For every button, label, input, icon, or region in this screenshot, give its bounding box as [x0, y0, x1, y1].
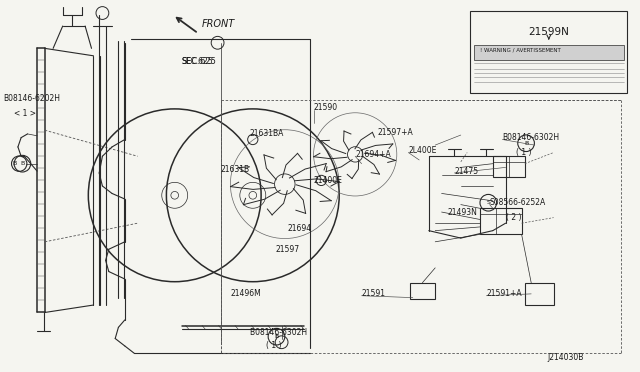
Bar: [410, 283, 435, 299]
Text: B: B: [20, 161, 24, 166]
Text: 21599N: 21599N: [529, 27, 569, 36]
Text: 21591: 21591: [362, 289, 385, 298]
Text: S08566-6252A: S08566-6252A: [490, 198, 546, 207]
Text: 21694+A: 21694+A: [355, 150, 391, 159]
Text: 21590: 21590: [314, 103, 338, 112]
Text: < 1 >: < 1 >: [14, 109, 36, 118]
Text: ( 1 ): ( 1 ): [266, 341, 286, 350]
Text: ! WARNING / AVERTISSEMENT: ! WARNING / AVERTISSEMENT: [480, 48, 561, 53]
Text: B08146-6302H: B08146-6302H: [502, 133, 559, 142]
Text: S: S: [486, 200, 490, 205]
Text: J214030B: J214030B: [547, 353, 584, 362]
Text: FRONT: FRONT: [202, 19, 235, 29]
Bar: [470, 11, 627, 93]
Text: 21493N: 21493N: [448, 208, 478, 217]
Text: B: B: [524, 141, 528, 146]
Text: B: B: [275, 334, 278, 339]
Bar: [480, 208, 522, 234]
Bar: [493, 156, 525, 177]
Text: SEC.625: SEC.625: [181, 57, 216, 66]
Text: 21400E: 21400E: [314, 176, 342, 185]
Text: 2L400E: 2L400E: [408, 146, 436, 155]
Text: 21597+A: 21597+A: [378, 128, 413, 137]
Text: B08146-6302H: B08146-6302H: [250, 328, 309, 337]
Text: ( 2 ): ( 2 ): [506, 213, 521, 222]
Bar: [525, 283, 554, 305]
Text: 21496M: 21496M: [230, 289, 261, 298]
Text: B08146-6202H: B08146-6202H: [3, 94, 60, 103]
Text: 21475: 21475: [454, 167, 479, 176]
Text: SEC.625: SEC.625: [181, 57, 212, 66]
Text: 21694: 21694: [288, 224, 312, 233]
Text: 21631BA: 21631BA: [250, 129, 284, 138]
Text: 21631B: 21631B: [221, 165, 250, 174]
Text: ( 1 ): ( 1 ): [516, 148, 532, 157]
Text: 21597: 21597: [275, 245, 300, 254]
Text: B: B: [12, 161, 16, 166]
Text: 21591+A: 21591+A: [486, 289, 522, 298]
Bar: [474, 45, 624, 60]
